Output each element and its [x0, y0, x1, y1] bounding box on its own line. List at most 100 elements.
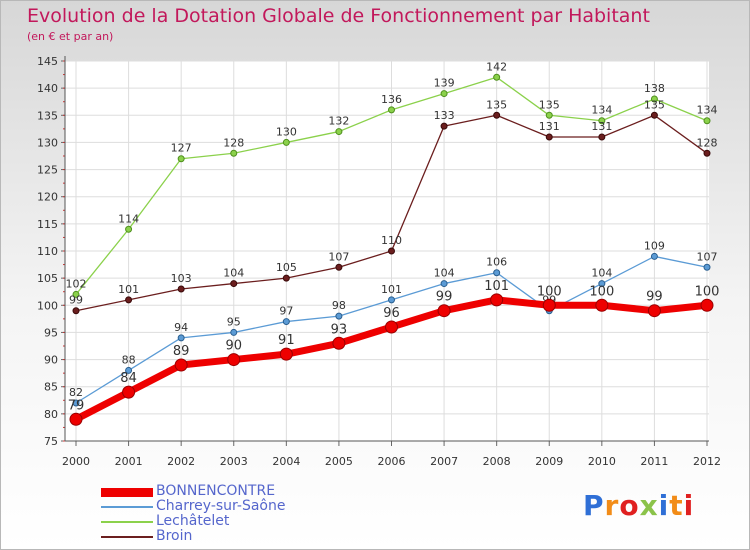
y-tick-label: 115: [37, 218, 58, 231]
data-point: [125, 366, 133, 374]
data-point: [69, 412, 83, 426]
data-point: [388, 106, 395, 114]
data-label: 102: [66, 277, 87, 290]
x-tick-label: 2012: [693, 455, 721, 468]
data-label: 101: [381, 283, 402, 296]
data-point: [545, 111, 553, 119]
data-point: [177, 285, 185, 293]
data-point: [647, 304, 661, 318]
x-tick-label: 2002: [167, 455, 195, 468]
x-tick-label: 2007: [430, 455, 458, 468]
data-label: 135: [486, 98, 507, 111]
data-label: 107: [328, 250, 349, 263]
data-point: [125, 225, 133, 233]
data-point: [437, 304, 451, 318]
x-tick-label: 2004: [272, 455, 300, 468]
data-point: [650, 252, 658, 260]
data-label: 101: [484, 279, 509, 294]
x-tick-label: 2009: [535, 455, 563, 468]
data-point: [279, 347, 293, 361]
data-point: [700, 298, 714, 312]
data-label: 84: [120, 371, 137, 386]
y-tick-label: 145: [37, 55, 58, 68]
data-label: 99: [646, 290, 663, 305]
data-label: 96: [383, 306, 400, 321]
data-point: [388, 247, 395, 255]
chart-title: Evolution de la Dotation Globale de Fonc…: [27, 5, 650, 27]
data-label: 133: [434, 109, 455, 122]
data-label: 104: [434, 267, 455, 280]
y-tick-label: 80: [44, 408, 58, 421]
data-point: [598, 280, 606, 288]
data-point: [230, 280, 238, 288]
data-point: [542, 298, 556, 312]
x-tick-label: 2005: [325, 455, 353, 468]
logo-letter: x: [639, 489, 659, 522]
logo-letter: t: [669, 489, 684, 522]
y-tick-label: 95: [44, 326, 58, 339]
y-tick-label: 100: [37, 299, 58, 312]
logo-letter: r: [604, 489, 620, 522]
legend-swatch: [101, 521, 153, 523]
data-point: [440, 90, 448, 98]
data-label: 91: [278, 333, 295, 348]
data-label: 98: [332, 299, 346, 312]
data-point: [545, 133, 553, 141]
y-tick-label: 140: [37, 82, 58, 95]
data-label: 89: [173, 344, 190, 359]
legend-swatch: [101, 506, 153, 508]
series-broin: 99 101 103 104 105 107 110 133 135 131 131 135 128: [69, 98, 718, 315]
data-label: 107: [697, 250, 718, 263]
y-tick-label: 90: [44, 354, 58, 367]
data-label: 127: [171, 142, 192, 155]
logo-letter: o: [619, 489, 640, 522]
x-tick-label: 2010: [588, 455, 616, 468]
y-tick-label: 110: [37, 245, 58, 258]
data-point: [177, 155, 185, 163]
data-label: 142: [486, 60, 507, 73]
x-tick-label: 2006: [378, 455, 406, 468]
proxiti-logo: Proxiti: [583, 489, 694, 522]
data-label: 134: [697, 104, 718, 117]
data-point: [282, 138, 290, 146]
y-tick-label: 135: [37, 109, 58, 122]
data-point: [230, 328, 238, 336]
data-point: [388, 296, 395, 304]
series-charrey-sur-saone: 82 88 94 95 97 98 101 104 106 99 104 109 107: [69, 239, 718, 407]
legend-swatch: [101, 487, 153, 497]
data-label: 88: [122, 353, 136, 366]
data-label: 130: [276, 125, 297, 138]
data-point: [598, 117, 606, 125]
data-point: [72, 399, 80, 407]
legend: BONNENCONTRE Charrey-sur-Saône Lechâtelet B…: [101, 483, 361, 545]
data-point: [177, 334, 185, 342]
data-label: 131: [539, 120, 560, 133]
legend-label: Charrey-sur-Saône: [156, 498, 286, 514]
legend-swatch: [101, 536, 153, 538]
data-label: 103: [171, 272, 192, 285]
data-label: 104: [223, 267, 244, 280]
data-label: 99: [69, 294, 83, 307]
data-point: [650, 95, 658, 103]
chart-subtitle: (en € et par an): [27, 30, 114, 43]
logo-letter: i: [658, 489, 670, 522]
data-point: [122, 385, 136, 399]
data-point: [125, 296, 133, 304]
legend-item: Broin: [101, 528, 361, 545]
y-tick-label: 105: [37, 272, 58, 285]
data-point: [230, 149, 238, 157]
x-tick-label: 2011: [640, 455, 668, 468]
data-label: 131: [591, 120, 612, 133]
legend-item: Lechâtelet: [101, 513, 361, 530]
data-point: [493, 111, 501, 119]
data-point: [703, 149, 711, 157]
data-label: 135: [644, 98, 665, 111]
data-point: [335, 263, 343, 271]
data-point: [335, 128, 343, 136]
legend-label: Broin: [156, 528, 193, 544]
legend-item: Charrey-sur-Saône: [101, 498, 361, 515]
data-label: 82: [69, 386, 83, 399]
data-label: 106: [486, 256, 507, 269]
data-point: [282, 318, 290, 326]
